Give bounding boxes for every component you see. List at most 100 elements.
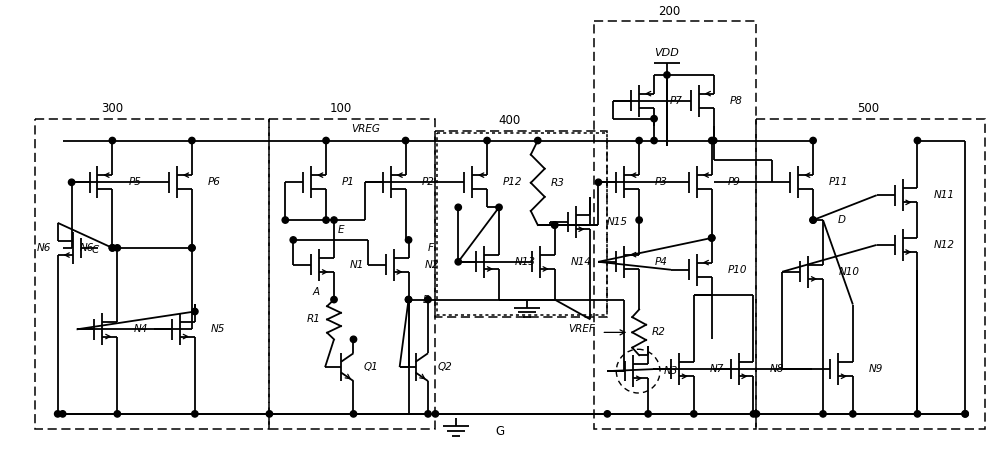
- Text: P3: P3: [655, 177, 668, 187]
- Bar: [269, 119, 435, 429]
- Circle shape: [664, 72, 670, 78]
- Text: N11: N11: [933, 190, 954, 200]
- Bar: [435, 131, 607, 317]
- Circle shape: [266, 411, 273, 417]
- Text: N6: N6: [80, 243, 94, 253]
- Circle shape: [109, 245, 116, 251]
- Circle shape: [189, 245, 195, 251]
- Circle shape: [455, 204, 461, 211]
- Text: Q1: Q1: [363, 362, 378, 372]
- Circle shape: [189, 245, 195, 251]
- Circle shape: [636, 137, 642, 144]
- Circle shape: [484, 137, 490, 144]
- Circle shape: [114, 245, 121, 251]
- Circle shape: [432, 411, 439, 417]
- Circle shape: [551, 222, 558, 228]
- Text: P1: P1: [342, 177, 355, 187]
- Text: A: A: [313, 287, 320, 297]
- Text: N5: N5: [211, 324, 225, 334]
- Circle shape: [820, 411, 826, 417]
- Circle shape: [709, 235, 715, 241]
- Text: 200: 200: [658, 5, 680, 18]
- Circle shape: [405, 296, 412, 303]
- Text: N12: N12: [933, 240, 954, 250]
- Circle shape: [850, 411, 856, 417]
- Circle shape: [350, 411, 357, 417]
- Text: P10: P10: [728, 265, 747, 275]
- Bar: [756, 119, 985, 429]
- Text: B: B: [422, 294, 430, 305]
- Text: P12: P12: [503, 177, 522, 187]
- Text: C: C: [91, 245, 98, 255]
- Circle shape: [59, 411, 66, 417]
- Circle shape: [750, 411, 757, 417]
- Circle shape: [496, 204, 502, 211]
- Circle shape: [455, 259, 461, 265]
- Circle shape: [192, 411, 198, 417]
- Text: P2: P2: [421, 177, 434, 187]
- Circle shape: [350, 336, 357, 343]
- Text: P4: P4: [655, 257, 668, 267]
- Circle shape: [709, 137, 715, 144]
- Text: P11: P11: [829, 177, 848, 187]
- Circle shape: [323, 217, 329, 223]
- Text: N6: N6: [36, 243, 51, 253]
- Text: R3: R3: [551, 178, 565, 188]
- Text: N8: N8: [769, 364, 784, 374]
- Circle shape: [711, 137, 717, 144]
- Text: Q2: Q2: [438, 362, 453, 372]
- Text: E: E: [338, 225, 344, 235]
- Bar: [35, 119, 269, 429]
- Bar: [437, 132, 607, 316]
- Circle shape: [535, 137, 541, 144]
- Circle shape: [651, 137, 657, 144]
- Circle shape: [323, 137, 329, 144]
- Text: N9: N9: [869, 364, 883, 374]
- Circle shape: [914, 137, 921, 144]
- Circle shape: [331, 296, 337, 303]
- Circle shape: [331, 217, 337, 223]
- Text: N1: N1: [350, 260, 364, 270]
- Bar: [594, 21, 756, 429]
- Text: R1: R1: [307, 315, 321, 324]
- Circle shape: [192, 308, 198, 315]
- Circle shape: [810, 137, 816, 144]
- Circle shape: [962, 411, 968, 417]
- Circle shape: [109, 245, 116, 251]
- Text: N10: N10: [839, 267, 860, 277]
- Circle shape: [709, 235, 715, 241]
- Circle shape: [595, 179, 602, 185]
- Text: 300: 300: [101, 102, 123, 115]
- Circle shape: [962, 411, 968, 417]
- Text: VREF: VREF: [569, 324, 595, 334]
- Circle shape: [402, 137, 409, 144]
- Circle shape: [405, 237, 412, 243]
- Circle shape: [282, 217, 288, 223]
- Circle shape: [290, 237, 296, 243]
- Circle shape: [604, 411, 611, 417]
- Circle shape: [68, 179, 75, 185]
- Text: N2: N2: [424, 260, 439, 270]
- Circle shape: [425, 296, 431, 303]
- Text: P7: P7: [670, 96, 683, 106]
- Text: N15: N15: [606, 217, 627, 227]
- Circle shape: [114, 411, 121, 417]
- Text: N3: N3: [664, 366, 678, 376]
- Text: R2: R2: [652, 327, 666, 338]
- Text: N13: N13: [515, 257, 536, 267]
- Text: 500: 500: [857, 102, 879, 115]
- Text: P6: P6: [208, 177, 221, 187]
- Circle shape: [810, 217, 816, 223]
- Text: D: D: [838, 215, 846, 225]
- Text: 400: 400: [499, 114, 521, 127]
- Text: G: G: [495, 425, 505, 438]
- Text: VREG: VREG: [351, 124, 380, 134]
- Circle shape: [810, 217, 816, 223]
- Circle shape: [691, 411, 697, 417]
- Circle shape: [405, 296, 412, 303]
- Circle shape: [109, 137, 116, 144]
- Text: N4: N4: [133, 324, 148, 334]
- Circle shape: [914, 411, 921, 417]
- Text: P8: P8: [730, 96, 742, 106]
- Circle shape: [636, 217, 642, 223]
